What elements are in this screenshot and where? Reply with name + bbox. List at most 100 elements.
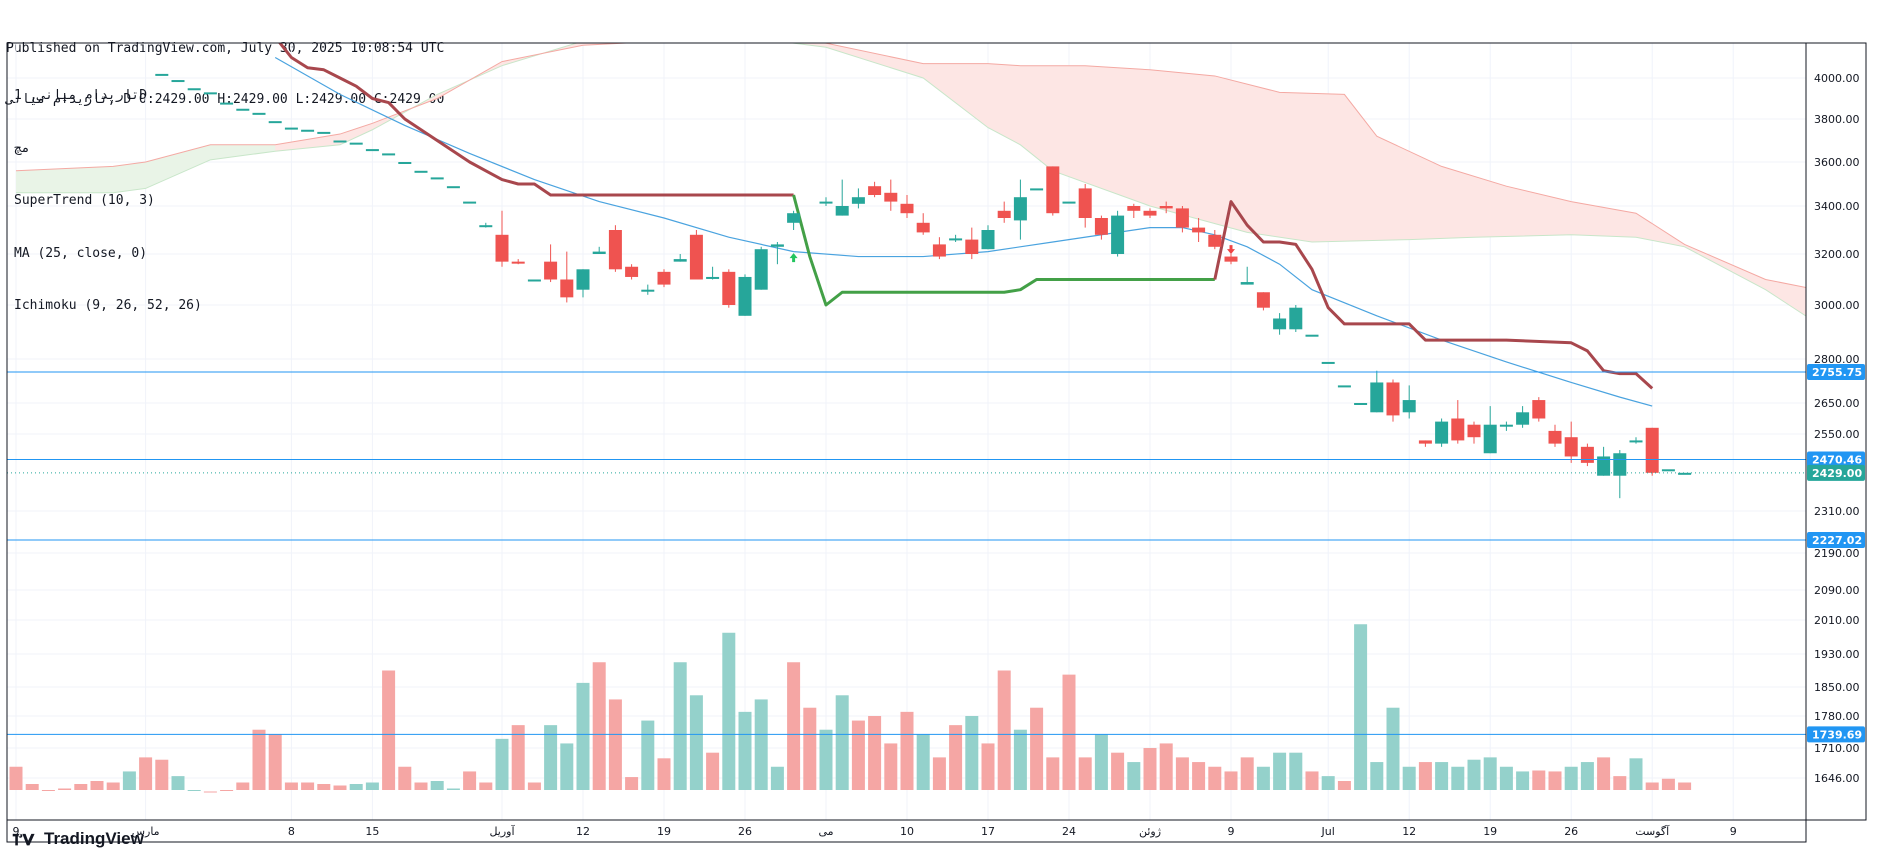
sell-signal-icon — [1227, 245, 1235, 255]
legend-symbol[interactable]: تاریدام میانی, 1D — [14, 88, 148, 103]
candle — [317, 131, 331, 134]
candle-body — [981, 230, 995, 250]
candle-body — [851, 197, 865, 204]
y-tick-label: 1710.00 — [1814, 742, 1860, 755]
volume-bar — [738, 711, 752, 790]
candle — [1111, 210, 1125, 257]
volume-bar — [754, 699, 768, 790]
candle — [673, 254, 687, 262]
volume-bar — [949, 725, 963, 790]
volume-bar — [1305, 771, 1319, 790]
candle-body — [1435, 421, 1449, 444]
x-tick-label: 24 — [1062, 825, 1076, 838]
brand: TradingView — [8, 828, 144, 850]
candle-body — [1175, 208, 1189, 228]
candle-body — [1240, 282, 1254, 285]
y-tick-label: 1780.00 — [1814, 710, 1860, 723]
candle-body — [949, 238, 963, 241]
candle-body — [317, 131, 331, 134]
y-tick-label: 1930.00 — [1814, 648, 1860, 661]
volume-bar — [90, 781, 104, 790]
x-tick-label: 9 — [1730, 825, 1737, 838]
legend-ichimoku[interactable]: Ichimoku (9, 26, 52, 26) — [14, 298, 202, 313]
volume-bar — [916, 734, 930, 790]
last-price-label: 2429.00 — [1812, 467, 1862, 480]
candle — [1078, 184, 1092, 228]
candle-body — [1451, 418, 1465, 441]
candle-body — [576, 269, 590, 290]
candle-body — [1467, 424, 1481, 438]
volume-bar — [349, 784, 363, 790]
volume-bar — [41, 790, 55, 791]
volume-bar — [1111, 752, 1125, 790]
candle — [1094, 215, 1108, 240]
candle-body — [446, 186, 460, 189]
price-axis-frame — [1805, 42, 1867, 821]
candle-body — [1256, 292, 1270, 308]
volume-bar — [122, 771, 136, 790]
last-price-label-bg — [1807, 464, 1865, 481]
candle — [868, 181, 882, 198]
candle — [1224, 254, 1238, 265]
candle — [689, 230, 703, 280]
candle — [787, 210, 801, 230]
volume-bar — [722, 632, 736, 790]
candle — [625, 264, 639, 280]
candle — [1062, 201, 1076, 204]
candle-body — [1370, 382, 1384, 413]
volume-bar — [430, 781, 444, 790]
y-tick-label: 3000.00 — [1814, 299, 1860, 312]
x-tick-label: 9 — [13, 825, 20, 838]
candle-body — [268, 121, 282, 124]
volume-bar — [139, 757, 153, 790]
candle-body — [220, 102, 234, 105]
candle-body — [1402, 400, 1416, 413]
candle-body — [1013, 197, 1027, 221]
volume-bar — [641, 720, 655, 790]
volume-bar — [187, 790, 201, 791]
candle-body — [463, 201, 477, 204]
candle — [398, 162, 412, 164]
plot-area — [7, 43, 1806, 793]
candle — [1516, 406, 1530, 428]
line-price-label-bg — [1807, 363, 1865, 380]
candle-body — [155, 73, 169, 76]
candle — [479, 222, 493, 228]
supertrend-down-line-2 — [1213, 200, 1654, 390]
candle-body — [527, 279, 541, 282]
volume-bar — [527, 782, 541, 790]
volume-bar — [333, 785, 347, 790]
volume-bar — [819, 729, 833, 790]
supertrend-down-line — [278, 43, 794, 197]
candle-body — [1678, 472, 1692, 475]
ma-line — [274, 56, 1653, 407]
legend-supertrend[interactable]: SuperTrend (10, 3) — [14, 193, 155, 208]
candle-body — [787, 213, 801, 223]
legend-ma[interactable]: MA (25, close, 0) — [14, 245, 148, 261]
x-tick-label: Jul — [1321, 825, 1335, 838]
candle-body — [1564, 437, 1578, 457]
candle — [706, 266, 720, 280]
candle-body — [689, 234, 703, 280]
volume-bar — [106, 782, 120, 790]
candle — [1645, 427, 1659, 476]
volume-bar — [1240, 757, 1254, 790]
candle — [1418, 440, 1432, 447]
candle-body — [754, 249, 768, 290]
y-tick-label: 3400.00 — [1814, 200, 1860, 213]
y-tick-label: 1850.00 — [1814, 681, 1860, 694]
volume-bar — [220, 790, 234, 791]
candle-body — [203, 92, 217, 95]
candle — [527, 279, 541, 282]
candle — [349, 142, 363, 145]
tradingview-logo-icon — [12, 833, 35, 846]
candle-body — [1111, 215, 1125, 254]
x-tick-label: آگوست — [1635, 824, 1670, 838]
candle-body — [1208, 234, 1222, 247]
y-tick-label: 1646.00 — [1814, 772, 1860, 785]
candle — [1435, 418, 1449, 447]
volume-bar — [835, 695, 849, 790]
candle-body — [544, 261, 558, 280]
candle — [576, 269, 590, 298]
